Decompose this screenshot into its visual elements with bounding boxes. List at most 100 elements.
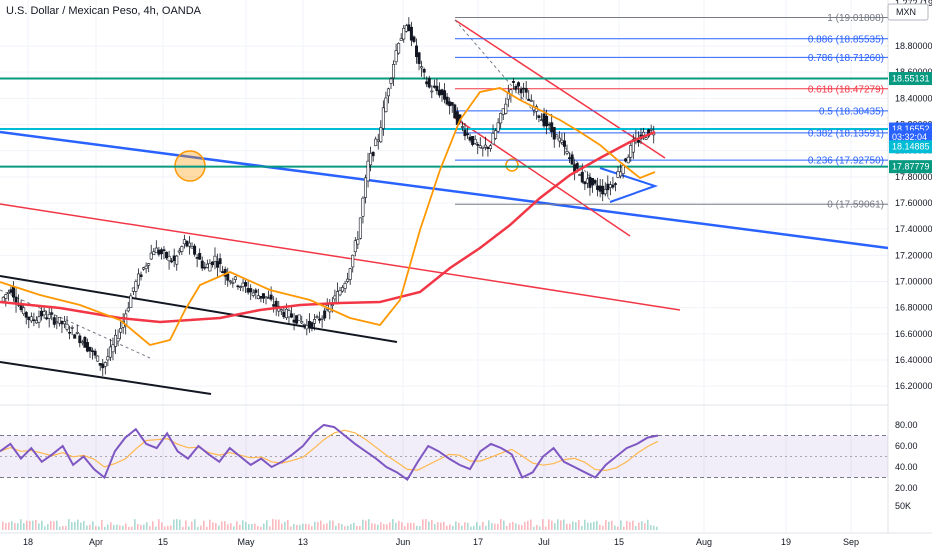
candle-body bbox=[134, 281, 138, 292]
candle-body bbox=[343, 283, 347, 289]
candle-body bbox=[116, 337, 120, 342]
candle-body bbox=[384, 97, 388, 113]
volume-bar bbox=[440, 522, 442, 530]
candle-body bbox=[363, 177, 367, 198]
volume-bar bbox=[542, 519, 544, 530]
volume-bar bbox=[572, 521, 574, 530]
candle-body bbox=[583, 181, 587, 185]
y-tick-label: 16.40000 bbox=[895, 355, 932, 365]
candle-body bbox=[562, 140, 566, 147]
volume-bar bbox=[71, 522, 73, 530]
volume-bar bbox=[464, 522, 466, 530]
volume-bar bbox=[74, 521, 76, 530]
candle-body bbox=[407, 24, 411, 32]
candle-body bbox=[629, 145, 633, 158]
candle-body bbox=[236, 285, 240, 288]
candle-body bbox=[251, 292, 255, 296]
volume-bar bbox=[626, 520, 628, 530]
fibonacci-levels: 1 (19.01808) 0.886 (18.85535) 0.786 (18.71… bbox=[455, 13, 888, 211]
red-channel-lower bbox=[454, 117, 631, 237]
candle-body bbox=[468, 136, 472, 141]
candle-body bbox=[537, 115, 541, 118]
candle-body bbox=[392, 64, 396, 79]
volume-bar bbox=[458, 522, 460, 530]
volume-bar bbox=[242, 520, 244, 530]
candle-body bbox=[440, 89, 444, 95]
candle-body bbox=[649, 129, 653, 131]
candle-body bbox=[476, 144, 480, 146]
rsi-tick-label: 20.00 bbox=[895, 483, 918, 493]
candle-body bbox=[504, 103, 508, 114]
candle-body bbox=[420, 66, 424, 69]
volume-bar bbox=[527, 520, 529, 530]
candle-body bbox=[460, 126, 464, 128]
ma-orange-line bbox=[0, 87, 656, 346]
candle-body bbox=[261, 293, 265, 299]
candle-body bbox=[198, 253, 202, 260]
volume-bar bbox=[479, 525, 481, 530]
candle-body bbox=[496, 122, 500, 132]
symbol-title[interactable]: U.S. Dollar / Mexican Peso, 4h, OANDA bbox=[6, 5, 202, 17]
volume-bar bbox=[443, 521, 445, 530]
candle-body bbox=[437, 89, 441, 96]
volume-bar bbox=[53, 521, 55, 530]
currency-box[interactable] bbox=[887, 3, 929, 21]
volume-bar bbox=[278, 519, 280, 530]
rsi-pane bbox=[0, 423, 888, 530]
volume-bar bbox=[215, 523, 217, 530]
candle-body bbox=[52, 317, 56, 325]
candle-body bbox=[152, 251, 156, 255]
volume-bar bbox=[335, 525, 337, 530]
volume-bar bbox=[101, 520, 103, 530]
volume-bar bbox=[296, 524, 298, 530]
candle-body bbox=[60, 320, 64, 325]
candle-body bbox=[624, 158, 628, 162]
candle-body bbox=[501, 108, 505, 115]
candle-body bbox=[136, 273, 140, 286]
candle-body bbox=[29, 316, 33, 322]
volume-bar bbox=[227, 524, 229, 530]
candle-body bbox=[290, 313, 294, 318]
price-axis bbox=[888, 0, 932, 550]
candle-body bbox=[195, 257, 199, 259]
volume-bar bbox=[617, 526, 619, 530]
volume-bar bbox=[167, 525, 169, 530]
candle-body bbox=[182, 239, 186, 245]
volume-bar bbox=[632, 520, 634, 530]
volume-bar bbox=[494, 523, 496, 530]
candle-body bbox=[397, 43, 401, 54]
horizontal-levels bbox=[0, 77, 888, 168]
candle-body bbox=[106, 356, 110, 361]
volume-bar bbox=[128, 526, 130, 530]
candle-body bbox=[126, 307, 130, 312]
price-tag-box bbox=[889, 130, 932, 144]
volume-bar bbox=[224, 521, 226, 530]
volume-bar bbox=[512, 521, 514, 530]
volume-bar bbox=[266, 520, 268, 530]
rsi-line bbox=[0, 423, 659, 482]
candle-body bbox=[578, 174, 582, 176]
candle-body bbox=[335, 291, 339, 304]
volume-bar bbox=[122, 525, 124, 530]
volume-bar bbox=[341, 524, 343, 530]
fib-level-label: 0.618 (18.47279) bbox=[808, 84, 884, 95]
volume-bar bbox=[641, 521, 643, 530]
volume-bar bbox=[131, 526, 133, 530]
candle-body bbox=[611, 184, 615, 188]
candle-body bbox=[114, 334, 118, 347]
candle-body bbox=[172, 255, 176, 261]
volume-bar bbox=[221, 521, 223, 530]
volume-bar bbox=[497, 523, 499, 530]
candle-body bbox=[488, 145, 492, 149]
volume-bar bbox=[374, 523, 376, 530]
candle-body bbox=[139, 274, 143, 277]
candle-body bbox=[478, 145, 482, 148]
volume-bar bbox=[302, 523, 304, 530]
volume-bar bbox=[362, 519, 364, 530]
candle-body bbox=[256, 295, 260, 300]
volume-bar bbox=[407, 522, 409, 530]
rsi-axis-ticks: 80.00 60.00 40.00 20.00 bbox=[895, 420, 918, 493]
volume-bar bbox=[554, 523, 556, 530]
candle-body bbox=[524, 88, 528, 93]
